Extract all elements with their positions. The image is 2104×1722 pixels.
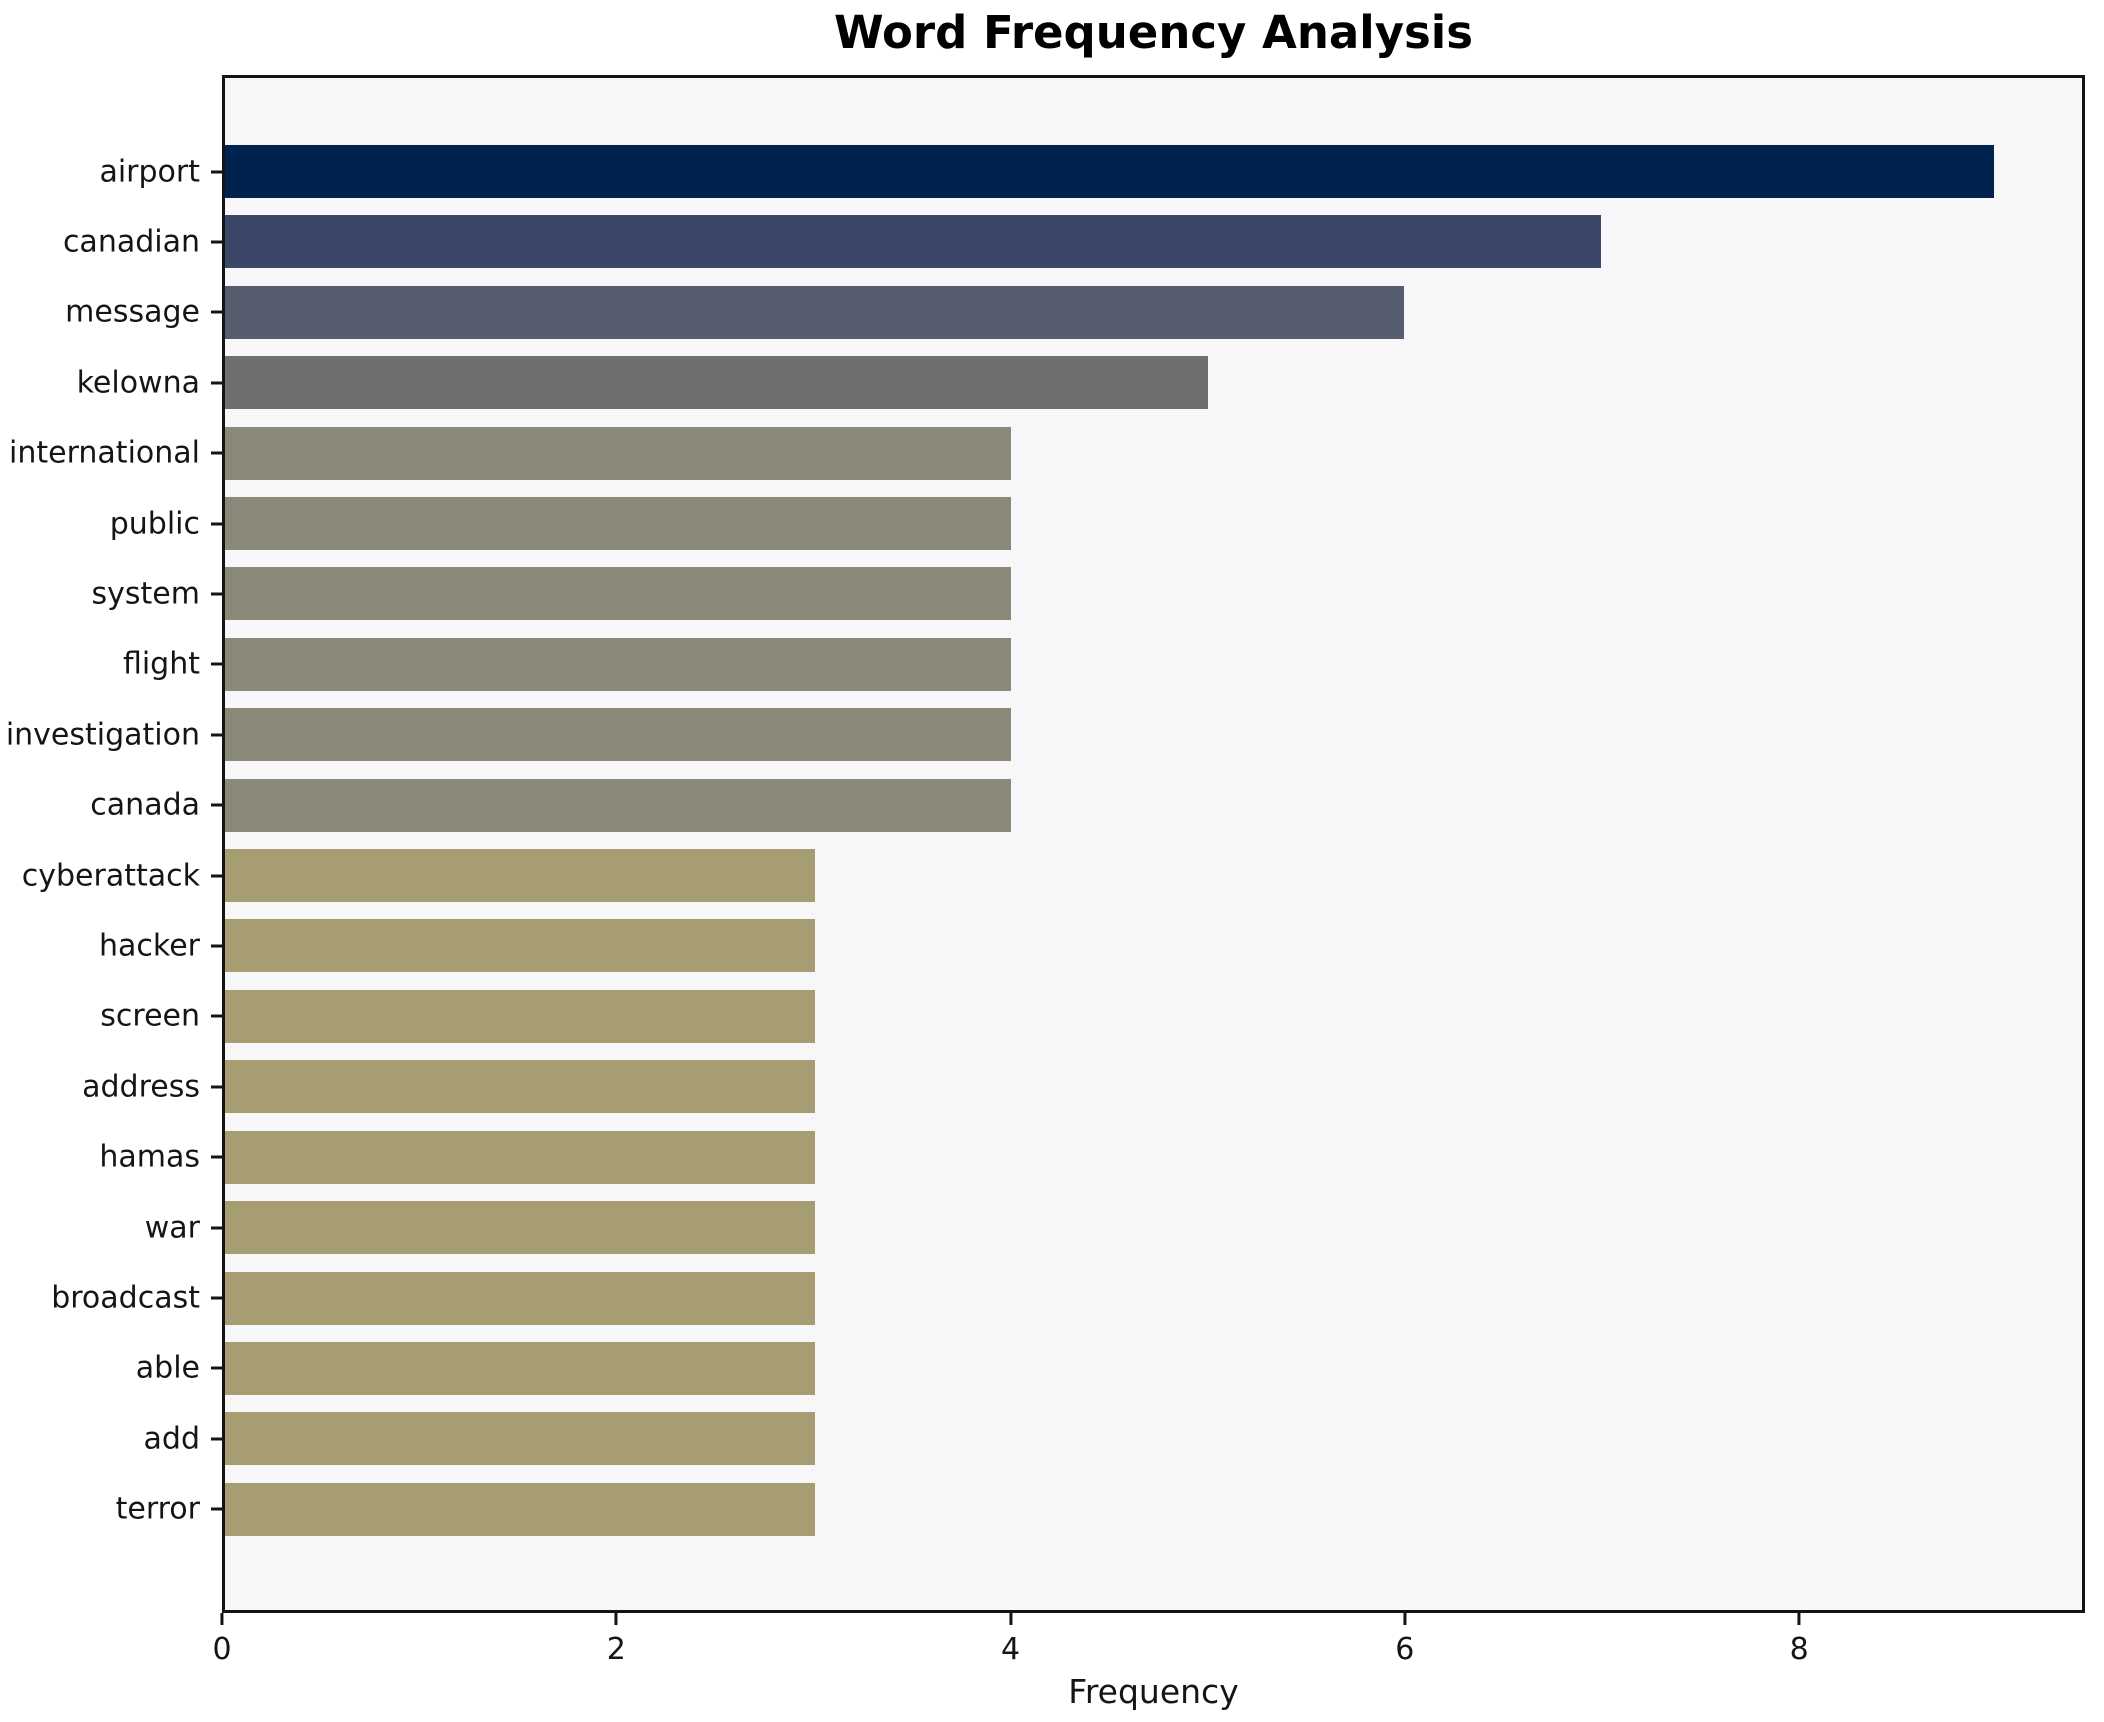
bar-row-airport: airport bbox=[99, 145, 2082, 198]
y-axis-label-hacker: hacker bbox=[99, 928, 200, 964]
x-tick-0: 0 bbox=[212, 1613, 232, 1667]
x-tick-label: 6 bbox=[1395, 1632, 1415, 1667]
frequency-bar-address bbox=[225, 1060, 815, 1114]
bar-row-screen: screen bbox=[100, 989, 2082, 1043]
x-tick-mark bbox=[220, 1613, 224, 1625]
chart-title: Word Frequency Analysis bbox=[833, 6, 1474, 59]
frequency-bar-broadcast bbox=[225, 1271, 815, 1325]
y-tick-mark bbox=[211, 1437, 222, 1441]
frequency-bar-public bbox=[225, 497, 1012, 551]
x-tick-label: 0 bbox=[212, 1632, 232, 1667]
bar-row-war: war bbox=[145, 1201, 2082, 1255]
bar-row-address: address bbox=[82, 1060, 2082, 1114]
y-axis-label-canada: canada bbox=[90, 787, 200, 823]
x-tick-4: 4 bbox=[1001, 1613, 1020, 1667]
frequency-bar-kelowna bbox=[225, 356, 1208, 410]
bar-row-international: international bbox=[9, 426, 2082, 480]
bar-row-able: able bbox=[136, 1341, 2082, 1395]
y-axis-label-international: international bbox=[9, 435, 200, 471]
bar-row-hacker: hacker bbox=[99, 919, 2082, 973]
x-tick-mark bbox=[614, 1613, 618, 1625]
frequency-bar-add bbox=[225, 1412, 815, 1466]
y-tick-mark bbox=[211, 522, 222, 526]
bar-row-hamas: hamas bbox=[99, 1130, 2082, 1184]
x-tick-label: 2 bbox=[606, 1632, 626, 1667]
bar-row-flight: flight bbox=[123, 637, 2082, 691]
y-tick-mark bbox=[211, 170, 222, 173]
x-tick-label: 4 bbox=[1001, 1632, 1021, 1667]
bar-row-canada: canada bbox=[90, 778, 2082, 832]
y-tick-mark bbox=[211, 240, 222, 244]
x-tick-mark bbox=[1403, 1613, 1407, 1625]
y-axis-label-message: message bbox=[65, 294, 200, 330]
bar-row-system: system bbox=[92, 567, 2082, 621]
y-axis-label-kelowna: kelowna bbox=[76, 365, 200, 401]
frequency-bar-screen bbox=[225, 989, 815, 1043]
y-axis-label-broadcast: broadcast bbox=[51, 1280, 200, 1316]
y-axis-label-public: public bbox=[109, 506, 200, 542]
y-axis-label-war: war bbox=[144, 1210, 200, 1246]
x-tick-8: 8 bbox=[1790, 1613, 1809, 1667]
y-axis-label-canadian: canadian bbox=[62, 224, 200, 260]
frequency-bar-able bbox=[225, 1341, 815, 1395]
y-tick-mark bbox=[211, 1507, 222, 1511]
y-tick-mark bbox=[211, 451, 222, 455]
y-axis-label-terror: terror bbox=[115, 1491, 200, 1527]
y-tick-mark bbox=[211, 662, 222, 666]
bar-row-add: add bbox=[144, 1412, 2082, 1466]
frequency-bar-hamas bbox=[225, 1130, 815, 1184]
frequency-bar-hacker bbox=[225, 919, 815, 973]
frequency-bar-airport bbox=[225, 145, 1994, 198]
frequency-bar-flight bbox=[225, 637, 1012, 691]
bar-row-public: public bbox=[110, 497, 2082, 551]
y-tick-mark bbox=[211, 1085, 222, 1089]
y-axis-label-hamas: hamas bbox=[99, 1139, 200, 1175]
y-axis-label-cyberattack: cyberattack bbox=[21, 858, 200, 894]
plot-area: airport canadian message kelowna internation… bbox=[6, 75, 2085, 1613]
x-tick-2: 2 bbox=[607, 1613, 626, 1667]
bar-row-message: message bbox=[65, 285, 2082, 339]
bar-row-kelowna: kelowna bbox=[77, 356, 2082, 410]
x-axis-title: Frequency bbox=[1068, 1672, 1239, 1711]
frequency-bar-canada bbox=[225, 778, 1012, 832]
frequency-bar-terror bbox=[225, 1482, 815, 1536]
bar-row-broadcast: broadcast bbox=[51, 1271, 2082, 1325]
frequency-bar-investigation bbox=[225, 708, 1012, 762]
bar-row-terror: terror bbox=[116, 1482, 2082, 1536]
y-tick-mark bbox=[211, 874, 222, 878]
y-axis-label-flight: flight bbox=[122, 646, 200, 682]
frequency-bar-canadian bbox=[225, 215, 1601, 269]
y-tick-mark bbox=[211, 1366, 222, 1370]
x-tick-mark bbox=[1009, 1613, 1013, 1625]
y-tick-mark bbox=[211, 1296, 222, 1300]
frequency-bar-message bbox=[225, 285, 1405, 339]
y-tick-mark bbox=[211, 381, 222, 385]
y-axis-label-system: system bbox=[91, 576, 200, 612]
y-axis-label-add: add bbox=[143, 1421, 200, 1457]
y-axis-label-address: address bbox=[82, 1069, 200, 1105]
x-tick-label: 8 bbox=[1789, 1632, 1809, 1667]
y-tick-mark bbox=[211, 1155, 222, 1159]
bar-row-cyberattack: cyberattack bbox=[22, 849, 2082, 903]
y-tick-mark bbox=[211, 803, 222, 807]
frequency-bar-international bbox=[225, 426, 1012, 480]
frequency-bar-system bbox=[225, 567, 1012, 621]
frequency-bar-cyberattack bbox=[225, 849, 815, 903]
y-axis-label-airport: airport bbox=[99, 154, 200, 189]
y-axis-label-able: able bbox=[135, 1350, 200, 1386]
y-tick-mark bbox=[211, 944, 222, 948]
y-tick-mark bbox=[211, 733, 222, 737]
frequency-bar-war bbox=[225, 1201, 815, 1255]
y-tick-mark bbox=[211, 1014, 222, 1018]
bar-row-canadian: canadian bbox=[63, 215, 2082, 269]
bar-row-investigation: investigation bbox=[6, 708, 2082, 762]
y-tick-mark bbox=[211, 1226, 222, 1230]
x-tick-mark bbox=[1797, 1613, 1801, 1625]
y-tick-mark bbox=[211, 592, 222, 596]
y-tick-mark bbox=[211, 310, 222, 314]
y-axis-label-investigation: investigation bbox=[5, 717, 200, 753]
y-axis-label-screen: screen bbox=[100, 998, 200, 1034]
x-tick-6: 6 bbox=[1395, 1613, 1414, 1667]
